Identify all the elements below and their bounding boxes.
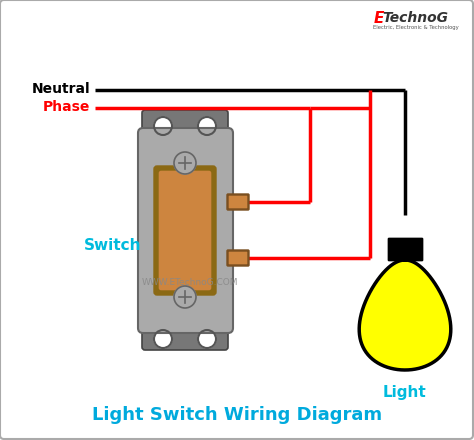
Circle shape [174,286,196,308]
Circle shape [154,117,172,135]
Bar [388,238,422,260]
Text: Light: Light [383,385,427,400]
Circle shape [154,330,172,348]
Text: WWW.ETechnoG.COM: WWW.ETechnoG.COM [142,278,238,286]
FancyBboxPatch shape [227,250,249,266]
FancyBboxPatch shape [154,166,216,295]
Bar [388,238,422,260]
Circle shape [198,117,216,135]
Polygon shape [359,260,451,370]
Text: Electric, Electronic & Technology: Electric, Electronic & Technology [373,25,459,29]
Text: Light Switch Wiring Diagram: Light Switch Wiring Diagram [92,406,382,424]
Text: E: E [374,11,384,26]
Circle shape [198,330,216,348]
Text: Phase: Phase [43,100,90,114]
FancyBboxPatch shape [142,316,228,350]
FancyBboxPatch shape [158,170,212,291]
Circle shape [174,152,196,174]
Text: Neutral: Neutral [31,82,90,96]
Text: Switch: Switch [84,238,142,253]
FancyBboxPatch shape [138,128,233,333]
Text: TechnoG: TechnoG [382,11,448,25]
FancyBboxPatch shape [227,194,249,210]
FancyBboxPatch shape [228,195,248,209]
FancyBboxPatch shape [228,251,248,265]
FancyBboxPatch shape [142,110,228,144]
